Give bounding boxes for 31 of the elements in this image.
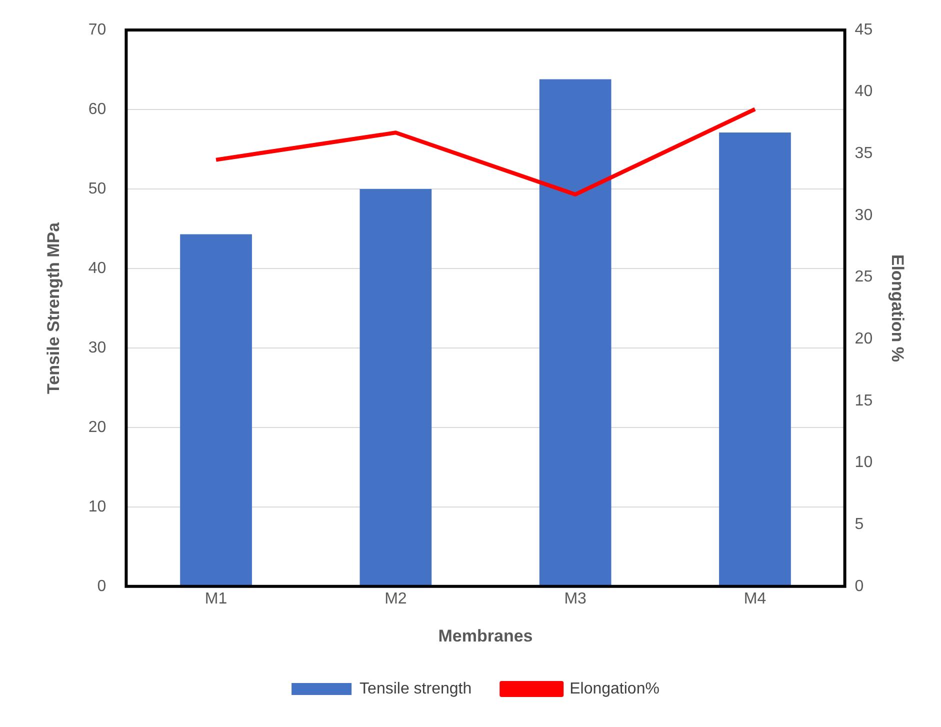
x-tick-label: M3	[564, 590, 587, 608]
y-axis-title: Tensile Strength MPa	[44, 222, 63, 394]
y-tick-label: 50	[88, 180, 106, 198]
y2-tick-label: 5	[854, 516, 864, 533]
y-tick-label: 60	[88, 100, 106, 118]
legend-label: Tensile strength	[360, 680, 472, 698]
y2-axis-title: Elongation %	[888, 254, 908, 362]
y2-tick-label: 15	[854, 392, 873, 410]
y2-tick-label: 25	[854, 268, 873, 286]
y2-tick-label: 35	[854, 145, 873, 162]
y2-tick-label: 10	[854, 454, 873, 472]
y-tick-label: 30	[88, 339, 106, 356]
bar	[719, 132, 791, 586]
bar	[539, 79, 612, 586]
y-tick-label: 40	[88, 260, 106, 277]
bar	[360, 188, 432, 586]
x-tick-label: M1	[204, 590, 228, 608]
y-tick-label: 10	[88, 498, 106, 516]
legend-label: Elongation%	[570, 680, 660, 698]
y2-tick-label: 40	[854, 83, 873, 100]
y-tick-label: 70	[88, 21, 106, 38]
y2-tick-label: 45	[854, 21, 873, 38]
y2-tick-label: 20	[854, 330, 873, 348]
x-tick-label: M2	[384, 590, 407, 608]
bar	[180, 234, 252, 586]
x-tick-label: M4	[744, 590, 766, 608]
x-axis-title: Membranes	[438, 626, 533, 646]
y-tick-label: 0	[97, 578, 106, 595]
y-tick-label: 20	[88, 418, 106, 436]
y2-tick-label: 0	[854, 578, 864, 595]
y2-tick-label: 30	[854, 206, 873, 224]
